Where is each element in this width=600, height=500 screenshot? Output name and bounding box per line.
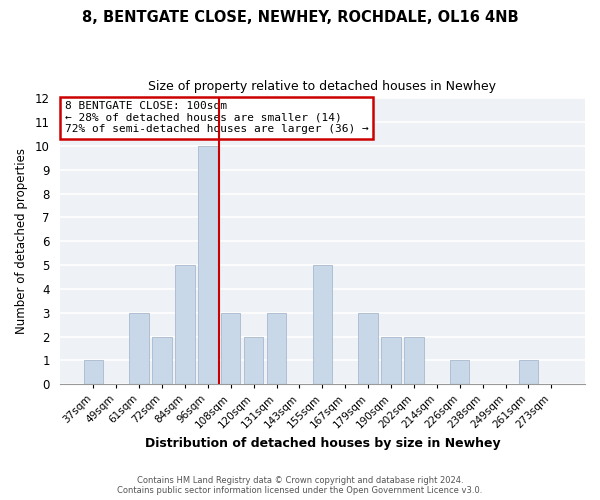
Bar [358,312,378,384]
Text: 8, BENTGATE CLOSE, NEWHEY, ROCHDALE, OL16 4NB: 8, BENTGATE CLOSE, NEWHEY, ROCHDALE, OL1… [82,10,518,25]
Bar [198,146,218,384]
Y-axis label: Number of detached properties: Number of detached properties [15,148,28,334]
Bar [221,312,241,384]
Bar [130,312,149,384]
Bar [175,265,194,384]
Title: Size of property relative to detached houses in Newhey: Size of property relative to detached ho… [148,80,496,93]
Bar [244,336,263,384]
Bar [450,360,469,384]
X-axis label: Distribution of detached houses by size in Newhey: Distribution of detached houses by size … [145,437,500,450]
Text: 8 BENTGATE CLOSE: 100sqm
← 28% of detached houses are smaller (14)
72% of semi-d: 8 BENTGATE CLOSE: 100sqm ← 28% of detach… [65,101,368,134]
Bar [382,336,401,384]
Bar [267,312,286,384]
Bar [519,360,538,384]
Bar [152,336,172,384]
Bar [83,360,103,384]
Bar [313,265,332,384]
Text: Contains HM Land Registry data © Crown copyright and database right 2024.
Contai: Contains HM Land Registry data © Crown c… [118,476,482,495]
Bar [404,336,424,384]
